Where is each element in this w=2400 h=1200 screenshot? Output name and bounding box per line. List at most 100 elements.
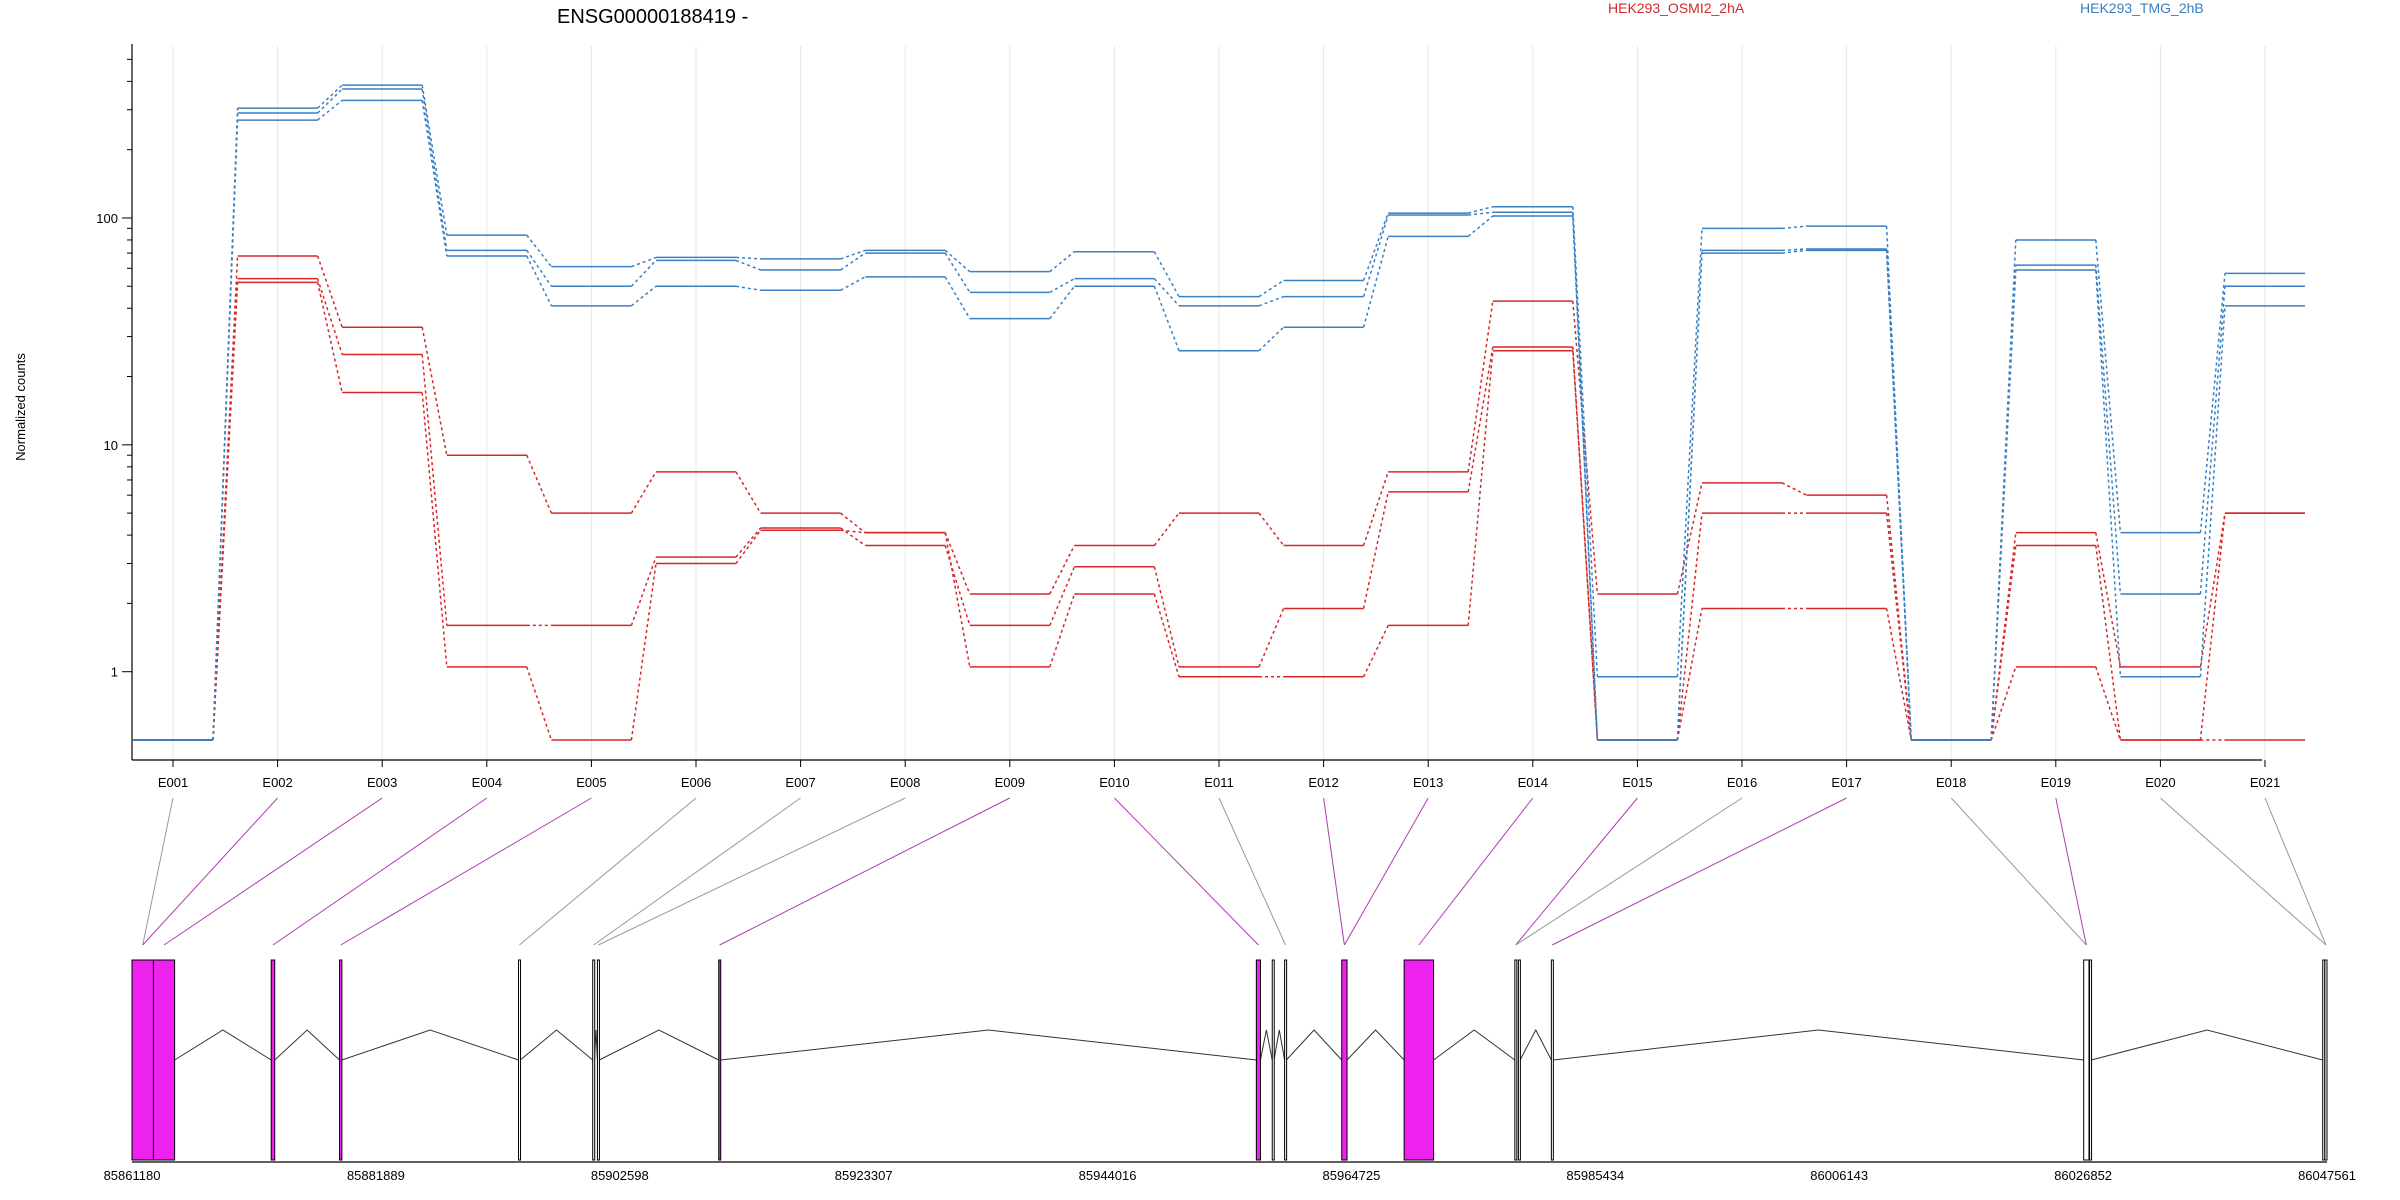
legend-group-tmg: HEK293_TMG_2hB [2080,0,2204,16]
exon-link-line [1343,797,1429,946]
exon-label: E001 [158,775,188,790]
data-connector [317,84,343,109]
exon-label: E006 [681,775,711,790]
data-connector [1258,295,1284,307]
coordinate-label: 85902598 [591,1168,649,1183]
intron-line [598,1029,719,1061]
data-connector [1990,239,2017,741]
data-connector [735,471,762,514]
exon-box [1271,959,1275,1161]
data-connector [1468,206,1493,214]
data-connector [1362,236,1389,328]
grid-lines [172,46,2266,760]
legend-group-osmi2: HEK293_OSMI2_2hA [1608,0,1745,16]
data-connector [1572,350,1599,741]
data-connector [1572,206,1599,677]
data-connector [630,259,657,287]
data-connector [1885,608,1912,741]
data-connector [1781,249,1807,254]
exon-link-line [1950,797,2087,946]
data-connector [1153,512,1180,546]
data-connector [944,252,971,293]
data-connector [2095,545,2122,741]
data-connector [735,285,761,292]
coordinate-label: 85923307 [835,1168,893,1183]
exon-box [592,959,596,1161]
exon-box [1517,959,1521,1161]
data-connector [526,666,553,741]
data-connector [1153,285,1180,351]
data-connector [840,527,866,547]
exon-box [2083,959,2090,1161]
exon-label: E010 [1099,775,1129,790]
data-connector [1990,545,2017,741]
intron-line [1433,1029,1516,1061]
data-connector [2199,305,2226,677]
exon-link-line [719,797,1011,946]
coordinate-label: 85881889 [347,1168,405,1183]
data-connector [1049,545,1076,595]
intron-line [1286,1029,1343,1061]
coordinate-label: 86047561 [2298,1168,2356,1183]
data-connector [1676,482,1703,595]
data-connector [1990,666,2017,741]
data-connector [1676,513,1703,741]
exon-link-line [1218,797,1286,946]
exon-labels: E001 E002 E003 E004 E005 E006 E007 E008 E009 E010… [158,775,2280,790]
data-connector [1467,346,1494,493]
data-connector [316,282,343,393]
data-connector [421,354,448,626]
exon-box [1284,959,1288,1161]
data-connector [1676,228,1703,677]
data-connector [1049,285,1075,320]
exon-label: E007 [785,775,815,790]
exon-link-line [1418,797,1534,946]
coordinate-label: 85985434 [1566,1168,1624,1183]
exon-label: E019 [2041,775,2071,790]
exon-link-line [142,797,278,946]
intron-line [720,1029,1257,1061]
exon-label: E021 [2250,775,2280,790]
exon-link-line [272,797,488,946]
exon-label: E004 [472,775,502,790]
intron-line [341,1029,519,1061]
exon-label: E003 [367,775,397,790]
data-connector [1467,301,1494,472]
data-connector [1049,566,1076,626]
exon-link-line [2055,797,2087,946]
series-line [133,99,2305,741]
data-connector [1049,251,1075,273]
exon-link-line [593,797,801,946]
intron-line [174,1029,272,1061]
intron-line [1553,1029,2084,1061]
data-connector [1258,512,1285,546]
exon-link-line [1515,797,1743,946]
genomic-coordinates: 85861180 85881889 85902598 85923307 85944016… [104,1168,2356,1183]
gene-title: ENSG00000188419 - [557,6,748,28]
exon-box [2089,959,2093,1161]
data-connector [630,471,657,514]
data-connector [1676,608,1703,741]
data-connector [1467,350,1494,626]
data-connector [1153,278,1180,307]
intron-line [1273,1029,1286,1061]
coordinate-label: 86026852 [2054,1168,2112,1183]
intron-line [1259,1029,1273,1061]
data-connector [630,285,657,307]
data-connector [630,556,657,626]
data-connector [1885,250,1912,741]
data-connector [735,256,761,260]
data-connector [735,527,762,558]
data-connector [1049,593,1076,668]
y-tick-label: 10 [104,438,118,453]
exon-link-line [1114,797,1259,946]
data-connector [421,392,448,667]
intron-line [274,1029,340,1061]
data-connector [840,529,866,534]
data-connector [735,259,761,271]
exon-link-line [163,797,383,946]
series-line [133,281,2305,741]
exon-link-line [2160,797,2327,946]
data-connector [317,99,343,121]
